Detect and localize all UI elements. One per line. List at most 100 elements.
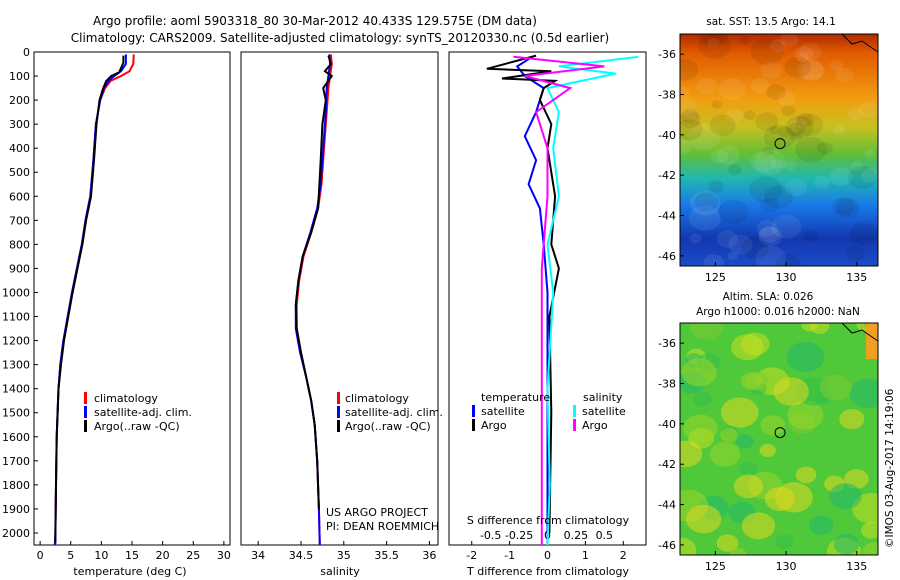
- map-texture-blob: [763, 124, 796, 150]
- argo-position-marker: [774, 427, 786, 439]
- map-texture-blob: [711, 100, 723, 109]
- map-texture-blob: [730, 548, 747, 555]
- map-texture-blob: [829, 167, 853, 186]
- t-difference-xlabel: T difference from climatology: [466, 565, 629, 578]
- depth-tick-label: 300: [9, 118, 30, 131]
- map-lat-label: -40: [658, 418, 676, 431]
- map-texture-blob: [709, 114, 736, 136]
- difference-panel: -2 -1 0 1 2-0.5 -0.25 0 0.25 0.5 T difference fr…: [448, 51, 647, 578]
- map-lon-label: 130: [776, 560, 797, 573]
- map-texture-blob: [707, 37, 720, 48]
- salinity-legend: climatology satellite-adj. clim. Argo(..…: [337, 392, 443, 433]
- map-texture-blob: [720, 397, 759, 428]
- legend-salinity-title: salinity: [583, 391, 623, 404]
- map-texture-blob: [862, 542, 878, 555]
- series-line-s-satellite: [546, 55, 639, 546]
- map-texture-blob: [775, 534, 794, 550]
- map-lat-label: -36: [658, 337, 676, 350]
- series-line-s-argo: [513, 55, 605, 545]
- legend-t-satellite: satellite: [481, 405, 525, 418]
- map-texture-blob: [698, 34, 729, 47]
- legend-s-argo: Argo: [582, 419, 608, 432]
- map-texture-blob: [750, 78, 770, 94]
- map-texture-blob: [756, 220, 778, 237]
- x-tick-label: 25: [186, 549, 200, 562]
- map-texture-blob: [696, 77, 718, 95]
- map-texture-blob: [693, 391, 712, 407]
- depth-tick-label: 400: [9, 142, 30, 155]
- map-texture-blob: [858, 101, 878, 118]
- map-texture-blob: [740, 372, 763, 390]
- depth-tick-label: 1800: [2, 479, 30, 492]
- sla-high-patch: [866, 323, 878, 359]
- map-texture-blob: [680, 96, 697, 116]
- sla-map-title-1: Altim. SLA: 0.026: [723, 291, 814, 303]
- map-lon-label: 125: [705, 560, 726, 573]
- temperature-legend: climatology satellite-adj. clim. Argo(..…: [84, 392, 192, 433]
- map-texture-blob: [708, 180, 725, 193]
- map-texture-blob: [687, 123, 721, 151]
- map-texture-blob: [793, 46, 814, 62]
- map-texture-blob: [801, 61, 825, 81]
- map-texture-blob: [750, 38, 784, 65]
- map-texture-blob: [718, 77, 747, 100]
- depth-tick-label: 1200: [2, 335, 30, 348]
- map-texture-blob: [795, 137, 827, 163]
- map-texture-blob: [775, 253, 801, 266]
- sst-field: [680, 34, 878, 266]
- depth-tick-label: 900: [9, 262, 30, 275]
- map-texture-blob: [849, 222, 878, 245]
- map-texture-blob: [794, 118, 807, 128]
- map-texture-blob: [680, 440, 703, 467]
- legend-climatology: climatology: [94, 392, 158, 405]
- legend-swatch-t-argo: [472, 419, 475, 431]
- x-tick-label: -1: [504, 549, 515, 562]
- x-tick-label: 34.5: [289, 549, 314, 562]
- depth-tick-label: 1000: [2, 286, 30, 299]
- map-texture-blob: [694, 192, 719, 212]
- map-lat-label: -46: [658, 539, 676, 552]
- sst-map-frame: [679, 33, 879, 267]
- map-lat-label: -46: [658, 250, 676, 263]
- map-texture-blob: [769, 126, 780, 135]
- map-texture-blob: [833, 534, 860, 555]
- map-texture-blob: [780, 34, 799, 47]
- map-texture-blob: [728, 164, 742, 176]
- x-tick-label: 1: [582, 549, 589, 562]
- map-texture-blob: [809, 323, 830, 334]
- map-texture-blob: [785, 115, 814, 139]
- map-texture-blob: [783, 160, 797, 171]
- x-tick-label: 15: [125, 549, 139, 562]
- map-texture-blob: [796, 52, 809, 62]
- map-texture-blob: [689, 323, 724, 340]
- map-texture-blob: [760, 198, 779, 213]
- legend-s-satellite: satellite: [582, 405, 626, 418]
- map-texture-blob: [832, 124, 845, 135]
- legend-swatch-s-satellite: [573, 405, 576, 417]
- map-texture-blob: [788, 122, 806, 136]
- map-texture-blob: [685, 504, 722, 534]
- sla-map-panel: Altim. SLA: 0.026 Argo h1000: 0.016 h200…: [658, 291, 879, 573]
- depth-tick-label: 600: [9, 190, 30, 203]
- sla-map-title-2: Argo h1000: 0.016 h2000: NaN: [696, 306, 860, 318]
- map-texture-blob: [681, 358, 717, 387]
- legend-swatch-s-argo: [573, 419, 576, 431]
- map-texture-blob: [773, 377, 809, 406]
- map-texture-blob: [760, 61, 783, 79]
- map-texture-blob: [808, 515, 834, 536]
- map-texture-blob: [716, 230, 738, 248]
- map-texture-blob: [689, 233, 702, 244]
- map-texture-blob: [817, 142, 833, 155]
- map-texture-blob: [771, 214, 802, 239]
- map-lat-label: -44: [658, 210, 676, 223]
- map-texture-blob: [755, 245, 787, 266]
- map-texture-blob: [777, 91, 796, 106]
- title-line-2: Climatology: CARS2009. Satellite-adjuste…: [71, 31, 609, 45]
- map-texture-blob: [775, 482, 813, 513]
- depth-tick-label: 100: [9, 70, 30, 83]
- map-lon-label: 135: [846, 271, 867, 284]
- map-texture-blob: [847, 166, 877, 190]
- depth-tick-label: 1100: [2, 311, 30, 324]
- temperature-xlabel: temperature (deg C): [73, 565, 186, 578]
